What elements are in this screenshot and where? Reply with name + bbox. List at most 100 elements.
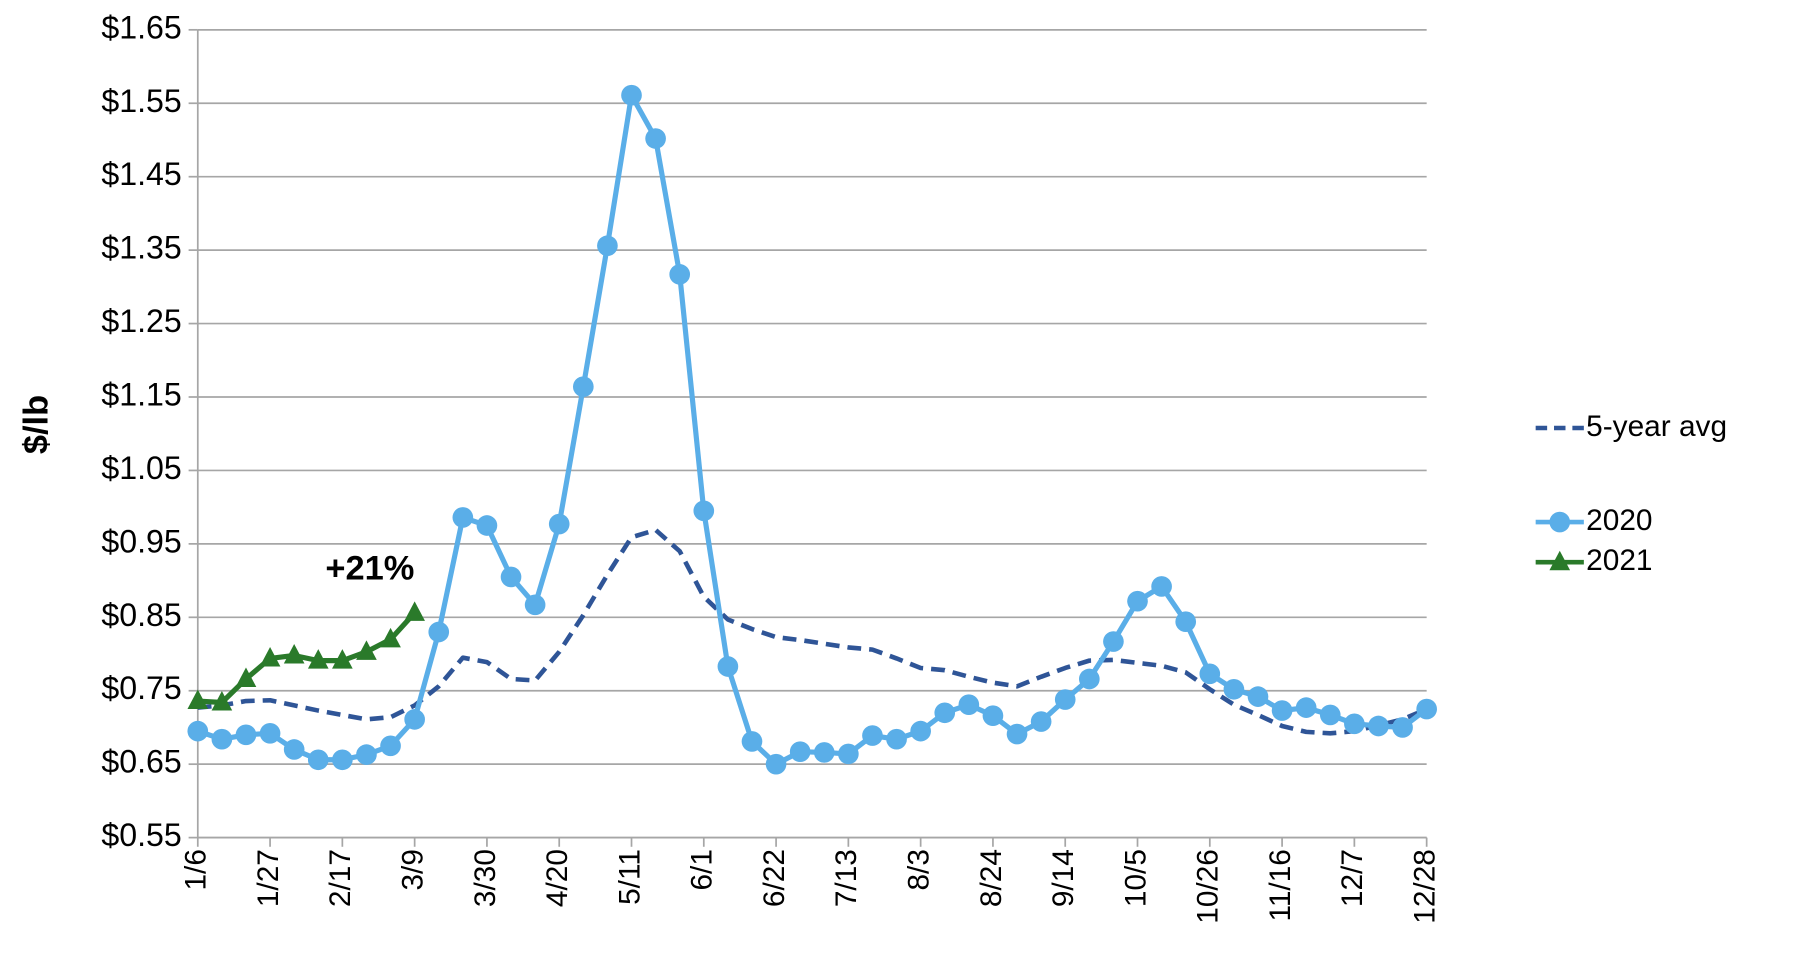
point [597,235,618,257]
x-tick-label: 3/30 [469,849,502,907]
x-tick-label: 1/6 [180,849,213,890]
point [1127,590,1148,612]
x-tick-label: 11/16 [1264,849,1297,921]
y-tick-label: $0.85 [101,597,181,633]
point [1175,611,1197,633]
point [1199,663,1221,685]
point [380,627,401,648]
x-tick-label: 5/11 [613,849,646,905]
x-tick-label: 3/9 [397,849,430,890]
point [1319,704,1341,726]
y-tick-label: $1.25 [101,303,181,339]
point [717,656,739,677]
x-tick-label: 7/13 [830,849,863,907]
x-tick-label: 12/28 [1409,849,1442,924]
point [187,689,209,710]
point [235,667,257,688]
point [765,753,787,775]
annotation: +21% [325,549,414,587]
y-tick-label: $1.05 [101,450,181,486]
point [1295,697,1317,718]
series-line [197,527,1428,736]
point [187,720,209,742]
x-tick-label: 8/24 [975,849,1008,907]
point [1271,700,1293,721]
y-tick-label: $0.75 [101,670,181,706]
y-tick-label: $1.55 [101,83,181,119]
point [838,743,859,765]
point [1030,711,1052,732]
x-tick-label: 8/3 [903,849,936,890]
point [1054,689,1076,710]
point [741,731,763,752]
point [283,644,305,664]
x-tick-label: 1/27 [252,849,285,907]
legend-label: 5-year avg [1586,410,1727,443]
point [524,594,546,616]
point [789,741,811,763]
point [211,691,233,711]
point [572,376,594,398]
y-tick-label: $1.35 [101,230,181,266]
y-tick-label: $1.15 [101,376,181,412]
x-tick-label: 2/17 [324,849,357,907]
point [356,640,377,660]
x-tick-label: 10/26 [1192,849,1225,924]
point [1151,576,1172,597]
point [332,649,353,669]
y-tick-label: $0.95 [101,523,181,559]
series-line [196,92,1429,767]
point [356,744,377,765]
x-tick-label: 4/20 [541,849,574,907]
point [862,725,883,746]
point [211,728,233,750]
x-tick-label: 6/22 [758,849,791,907]
point [307,649,329,669]
point [235,724,257,746]
point [1103,631,1124,652]
y-axis-label: $/lb [17,395,55,454]
point [259,646,281,667]
y-tick-label: $1.65 [101,9,181,45]
legend-marker [1549,550,1571,571]
point [934,702,956,724]
point [548,513,570,535]
point [259,723,281,744]
x-tick-label: 10/5 [1119,849,1152,907]
point [452,507,474,528]
x-tick-label: 9/14 [1047,849,1080,907]
point [404,601,425,621]
point [958,694,980,716]
y-tick-label: $1.45 [101,156,181,192]
legend-marker [1549,511,1571,533]
point [500,566,522,588]
series-line [197,611,417,706]
legend-label: 2020 [1586,504,1652,537]
point [1247,686,1269,707]
x-tick-label: 12/7 [1336,849,1369,907]
point [910,720,931,742]
y-tick-label: $0.65 [101,744,181,780]
point [283,739,305,760]
point [886,728,907,750]
point [982,705,1004,727]
legend-label: 2021 [1586,544,1652,577]
point [307,749,329,771]
y-tick-label: $0.55 [101,817,181,853]
point [669,264,691,285]
point [1392,717,1413,738]
point [813,742,835,763]
point [621,84,642,106]
point [332,749,353,771]
point [1223,678,1245,700]
point [1416,698,1437,720]
point [645,128,666,149]
point [1344,713,1365,735]
point [1368,715,1389,737]
point [476,515,498,536]
x-tick-label: 6/1 [686,849,719,890]
point [1078,668,1100,690]
point [380,735,401,757]
